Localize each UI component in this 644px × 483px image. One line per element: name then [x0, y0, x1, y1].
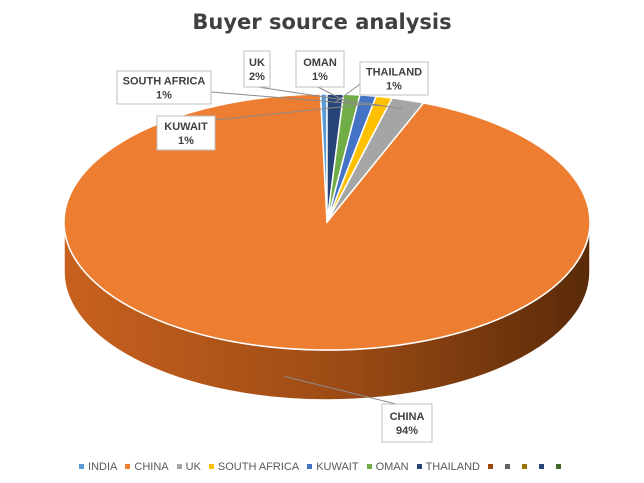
legend-swatch — [538, 464, 544, 469]
legend-item-blank-8 — [504, 461, 514, 473]
legend-item-blank-7 — [487, 461, 497, 473]
data-label-box-china — [381, 403, 433, 443]
data-label-name-thailand: THAILAND — [366, 67, 422, 79]
legend-label: KUWAIT — [316, 461, 359, 473]
pie-top — [63, 93, 591, 351]
legend-swatch — [79, 464, 85, 469]
legend-item-blank-11 — [555, 461, 565, 473]
legend-label: OMAN — [375, 461, 409, 473]
leader-line-oman — [317, 86, 351, 104]
legend-swatch — [125, 464, 131, 469]
data-label-value-uk: 2% — [249, 71, 265, 83]
legend-swatch — [366, 464, 372, 469]
data-label-box-thailand — [359, 61, 429, 96]
legend-label: CHINA — [134, 461, 169, 473]
data-label-value-kuwait: 1% — [178, 135, 194, 147]
data-label-value-south-africa: 1% — [156, 90, 172, 102]
chart-title: Buyer source analysis — [192, 10, 452, 34]
legend-swatch — [521, 464, 527, 469]
leader-line-uk — [257, 86, 403, 110]
legend-swatch — [555, 464, 561, 469]
pie-data-labels: CHINA 94% UK 2% SOUTH AFRICA 1% KUWAIT 1% OMAN 1%… — [116, 50, 433, 443]
data-label-name-china: CHINA — [390, 411, 425, 423]
data-label-name-kuwait: KUWAIT — [164, 121, 208, 133]
leader-line-kuwait — [214, 103, 366, 121]
legend-item-south-africa: SOUTH AFRICA — [208, 461, 300, 473]
legend-label: THAILAND — [425, 461, 480, 473]
data-label-box-oman — [295, 50, 345, 88]
legend-item-thailand: THAILAND — [416, 461, 480, 473]
data-label-name-oman: OMAN — [303, 57, 337, 69]
leader-line-south-africa — [210, 91, 381, 107]
legend-item-kuwait: KUWAIT — [307, 461, 359, 473]
legend-swatch — [504, 464, 510, 469]
legend-swatch — [416, 464, 422, 469]
legend-swatch — [176, 464, 182, 469]
data-label-value-oman: 1% — [312, 71, 328, 83]
legend-label: UK — [185, 461, 201, 473]
legend-swatch — [208, 464, 214, 469]
legend-item-india: INDIA — [79, 461, 117, 473]
legend-item-uk: UK — [176, 461, 201, 473]
legend-swatch — [307, 464, 313, 469]
legend-item-blank-9 — [521, 461, 531, 473]
data-label-name-south-africa: SOUTH AFRICA — [123, 76, 206, 88]
data-label-box-uk — [243, 50, 271, 88]
legend-item-china: CHINA — [125, 461, 169, 473]
data-label-box-kuwait — [156, 115, 216, 151]
pie-leader-lines — [210, 83, 403, 405]
data-label-value-thailand: 1% — [386, 81, 402, 93]
legend-swatch — [487, 464, 493, 469]
pie-slice-thailand — [326, 93, 345, 223]
data-label-box-south-africa — [116, 70, 212, 105]
data-label-name-uk: UK — [249, 57, 265, 69]
leader-line-thailand — [334, 83, 361, 104]
leader-line-china — [284, 375, 397, 405]
chart-legend: INDIA CHINA UK SOUTH AFRICA KUWAIT OMAN THAILA… — [0, 461, 644, 473]
legend-item-oman: OMAN — [366, 461, 409, 473]
legend-item-blank-10 — [538, 461, 548, 473]
legend-label: SOUTH AFRICA — [217, 461, 300, 473]
data-label-value-china: 94% — [396, 425, 418, 437]
legend-label: INDIA — [88, 461, 118, 473]
